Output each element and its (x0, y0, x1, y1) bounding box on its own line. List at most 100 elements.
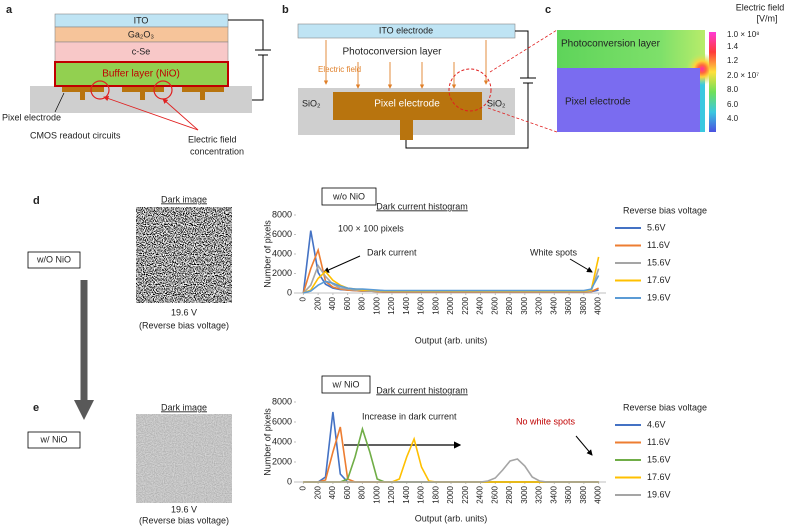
x-tick-label: 400 (328, 296, 337, 310)
arrow (103, 95, 199, 131)
annotation: Increase in dark current (362, 411, 457, 421)
colorbar-label: 6.0 (727, 100, 739, 109)
x-tick-label: 1400 (402, 485, 411, 503)
y-axis-label: Number of pixels (262, 408, 272, 476)
panel-d: w/O NiO Dark image 19.6 V (Reverse bias … (27, 194, 232, 420)
voltage: 19.6 V (171, 504, 197, 514)
x-tick-label: 1000 (372, 485, 381, 503)
label: Photoconversion layer (343, 47, 443, 58)
colorbar-label: 1.2 (727, 56, 739, 65)
condition-box (321, 187, 377, 206)
layer-label: ITO (134, 15, 149, 25)
voltage: 19.6 V (171, 307, 197, 317)
arrow (323, 255, 361, 273)
panel-e: w/ NiO Dark image 19.6 V (Reverse bias v… (27, 402, 232, 525)
pixel-region (557, 68, 700, 132)
chart-title: Dark current histogram (376, 201, 468, 211)
y-tick-label: 6000 (272, 229, 292, 239)
field-map (700, 68, 705, 132)
annotation: No white spots (516, 416, 576, 426)
annotation: 100 × 100 pixels (338, 223, 404, 233)
x-tick-label: 2400 (476, 296, 485, 314)
zoom-line (487, 107, 558, 133)
colorbar-label: 4.0 (727, 114, 739, 123)
voltage-note: (Reverse bias voltage) (139, 515, 229, 525)
panel-c: Photoconversion layer Pixel electrode El… (487, 2, 784, 133)
y-tick-label: 6000 (272, 416, 292, 426)
x-tick-label: 1800 (431, 485, 440, 503)
x-tick-label: 2000 (446, 296, 455, 314)
x-tick-label: 2800 (505, 485, 514, 503)
legend-label: 4.6V (647, 419, 666, 429)
panel-label: e (33, 402, 39, 414)
x-tick-label: 3000 (520, 296, 529, 314)
chart-title: Dark current histogram (376, 385, 468, 395)
label: SiO₂ (487, 98, 506, 108)
voltage-note: (Reverse bias voltage) (139, 320, 229, 330)
zoom-circle (448, 68, 492, 112)
colorbar (709, 32, 716, 132)
legend-label: 19.6V (647, 292, 671, 302)
arrow (569, 258, 593, 273)
panel-label: d (33, 195, 40, 207)
label: SiO₂ (302, 98, 321, 108)
x-tick-label: 3800 (579, 485, 588, 503)
legend-label: 17.6V (647, 275, 671, 285)
pixel-stem (400, 120, 413, 140)
x-axis-label: Output (arb. units) (415, 513, 488, 523)
label: Pixel electrode (565, 97, 631, 108)
x-tick-label: 1400 (402, 296, 411, 314)
condition-box (27, 431, 81, 449)
circuit-wire (405, 30, 536, 149)
x-tick-label: 2600 (490, 296, 499, 314)
layer-label: c-Se (132, 46, 151, 56)
x-tick-label: 1800 (431, 296, 440, 314)
label: Photoconversion layer (561, 39, 661, 50)
y-tick-label: 2000 (272, 456, 292, 466)
series-line (303, 426, 599, 483)
x-tick-label: 3800 (579, 296, 588, 314)
x-tick-label: 800 (358, 485, 367, 499)
y-tick-label: 4000 (272, 436, 292, 446)
y-tick-label: 0 (287, 476, 292, 486)
x-tick-label: 2200 (461, 485, 470, 503)
x-tick-label: 2000 (446, 485, 455, 503)
x-tick-label: 2800 (505, 296, 514, 314)
dark-image (136, 414, 232, 503)
x-tick-label: 3000 (520, 485, 529, 503)
circuit-wire (228, 19, 271, 101)
condition: w/ NiO (332, 379, 360, 389)
colorbar-label: 2.0 × 10⁷ (727, 71, 759, 80)
colorbar-label: 1.4 (727, 42, 739, 51)
legend-title: Reverse bias voltage (623, 205, 707, 215)
label: Pixel electrode (374, 99, 440, 110)
panel-label: a (6, 4, 13, 16)
dark-image (136, 207, 232, 303)
colorbar-label: 1.0 × 10⁸ (727, 30, 760, 39)
colorbar-title: [V/m] (756, 13, 777, 23)
x-tick-label: 3600 (564, 485, 573, 503)
label: Electric field (188, 134, 237, 144)
panel-label: b (282, 4, 289, 16)
x-tick-label: 0 (298, 485, 307, 490)
x-tick-label: 3600 (564, 296, 573, 314)
x-tick-label: 3400 (549, 296, 558, 314)
x-tick-label: 1600 (417, 485, 426, 503)
x-axis-label: Output (arb. units) (415, 335, 488, 345)
zoom-line (489, 29, 558, 73)
label: CMOS readout circuits (30, 130, 121, 140)
legend-label: 17.6V (647, 472, 671, 482)
condition-box (321, 375, 371, 394)
layer-label: Buffer layer (NiO) (102, 69, 180, 80)
image-title: Dark image (161, 194, 207, 204)
legend-label: 15.6V (647, 454, 671, 464)
chart-e-annotations: w/ NiO Dark current histogram Increase i… (321, 375, 593, 456)
annotation: Dark current (367, 247, 417, 257)
x-tick-label: 1200 (387, 485, 396, 503)
legend-label: 11.6V (647, 240, 670, 250)
x-tick-label: 4000 (594, 485, 603, 503)
y-tick-label: 2000 (272, 268, 292, 278)
x-tick-label: 1600 (417, 296, 426, 314)
panel-a: ITO Ga₂O₃ c-Se Buffer layer (NiO) Pixel … (2, 13, 271, 156)
